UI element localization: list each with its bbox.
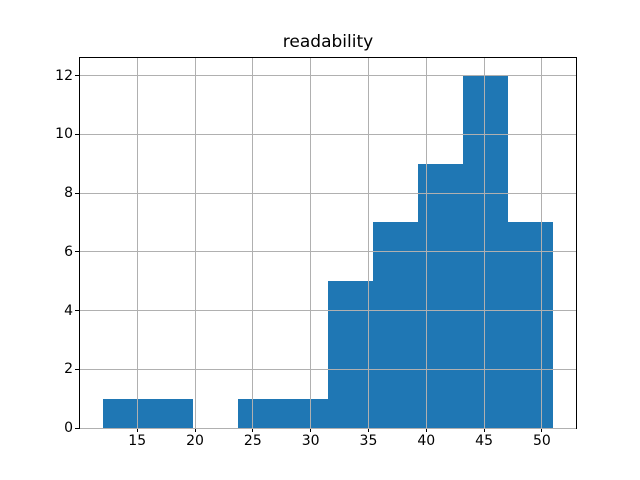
grid-layer <box>80 58 576 429</box>
x-gridline <box>136 58 138 428</box>
y-tick-mark <box>75 427 79 429</box>
x-gridline <box>252 58 254 428</box>
y-tick-label: 8 <box>64 185 73 202</box>
histogram-bar <box>237 398 283 428</box>
y-tick-label: 2 <box>64 361 73 378</box>
y-gridline <box>80 251 576 253</box>
x-tick-label: 30 <box>301 433 320 449</box>
y-gridline <box>80 427 576 429</box>
x-tick-mark <box>367 428 369 432</box>
y-tick-label: 12 <box>55 67 73 84</box>
x-gridline <box>541 58 543 428</box>
y-gridline <box>80 368 576 370</box>
x-gridline <box>310 58 312 428</box>
histogram-bar <box>373 222 419 428</box>
histogram-bar <box>328 281 374 428</box>
y-tick-label: 6 <box>64 243 73 260</box>
y-tick-label: 10 <box>55 126 73 143</box>
x-tick-label: 40 <box>417 433 436 449</box>
x-gridline <box>194 58 196 428</box>
x-gridline <box>483 58 485 428</box>
y-gridline <box>80 133 576 135</box>
y-gridline <box>80 75 576 77</box>
y-tick-mark <box>75 192 79 194</box>
x-tick-mark <box>194 428 196 432</box>
x-gridline <box>367 58 369 428</box>
plot-area: 15 20 25 30 35 40 45 50 0 2 4 6 8 10 12 <box>55 57 577 449</box>
x-tick-label: 25 <box>243 433 262 449</box>
histogram-bar <box>147 398 193 428</box>
x-tick-mark <box>252 428 254 432</box>
y-tick-mark <box>75 310 79 312</box>
x-tick-label: 45 <box>475 433 493 449</box>
y-tick-mark <box>75 75 79 77</box>
y-gridline <box>80 192 576 194</box>
y-tick-mark <box>75 368 79 370</box>
x-tick-mark <box>425 428 427 432</box>
y-tick-mark <box>75 133 79 135</box>
x-tick-mark <box>310 428 312 432</box>
histogram-bar <box>102 398 148 428</box>
x-tick-mark <box>483 428 485 432</box>
x-tick-label: 35 <box>359 433 378 449</box>
histogram-bar <box>508 222 554 428</box>
x-tick-label: 20 <box>186 433 204 449</box>
x-gridline <box>425 58 427 428</box>
y-tick-label: 0 <box>64 420 73 436</box>
histogram-bar <box>282 398 328 428</box>
y-gridline <box>80 310 576 312</box>
y-tick-label: 4 <box>64 302 73 319</box>
x-tick-label: 15 <box>128 433 147 449</box>
chart-title: readability <box>282 32 374 52</box>
axis-layer: 15 20 25 30 35 40 45 50 0 2 4 6 8 10 12 <box>55 58 576 449</box>
x-tick-mark <box>541 428 543 432</box>
x-tick-mark <box>136 428 138 432</box>
x-tick-label: 50 <box>532 433 551 449</box>
histogram-bar <box>418 163 464 428</box>
y-tick-mark <box>75 251 79 253</box>
